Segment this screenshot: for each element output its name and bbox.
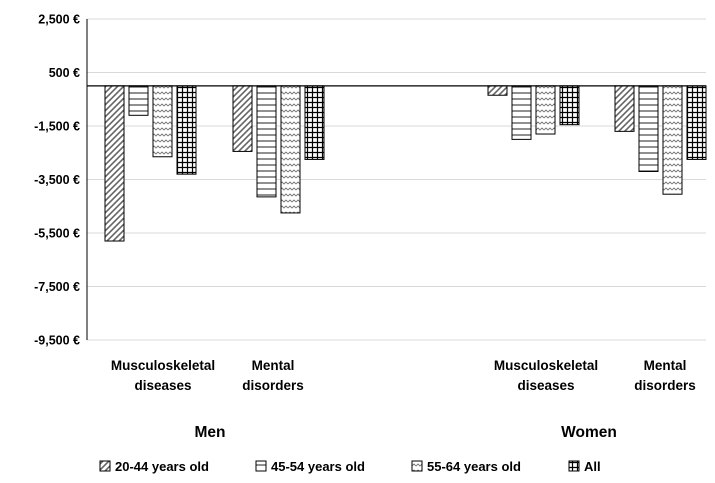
group-labels: Men Women [195,424,617,441]
category-label-line: Musculoskeletal [111,358,215,373]
category-label-line: diseases [134,378,191,393]
y-tick-label: 500 € [49,66,80,80]
y-tick-label: -7,500 € [34,280,80,294]
bar-men-mental-series-2 [256,85,277,198]
bar-women-mental-series-2 [638,85,659,172]
category-labels: Musculoskeletal diseases Mental disorders Mu… [111,358,696,393]
group-label-men: Men [195,424,226,441]
legend-swatch [568,460,580,472]
y-tick-label: -1,500 € [34,120,80,134]
bar-men-mental-series-1 [232,85,253,152]
bar-women-mental-series-4 [686,85,707,160]
bar-men-mental-series-4 [304,85,325,160]
group-label-women: Women [561,424,617,441]
bars [104,85,707,242]
category-label: Musculoskeletal diseases [111,358,215,393]
y-tick-label: -3,500 € [34,173,80,187]
category-label-line: diseases [517,378,574,393]
bar-men-musculoskeletal-series-4 [176,85,197,175]
bar-men-musculoskeletal-series-3 [152,85,173,158]
legend-label: 55-64 years old [427,459,521,474]
category-label-line: Mental [252,358,295,373]
bar-women-musculoskeletal-series-4 [559,85,580,126]
legend-label: 45-54 years old [271,459,365,474]
bar-women-musculoskeletal-series-2 [511,85,532,140]
category-label-line: Musculoskeletal [494,358,598,373]
bar-men-musculoskeletal-series-2 [128,85,149,116]
category-label-line: disorders [242,378,304,393]
legend-swatch [99,460,111,472]
gridlines [87,18,706,341]
bar-women-mental-series-3 [662,85,683,195]
y-tick-label: -9,500 € [34,334,80,348]
category-label: Mental disorders [634,358,696,393]
legend: 20-44 years old 45-54 years old 55-64 year… [99,459,601,474]
y-tick-label: 2,500 € [38,13,80,27]
legend-label: 20-44 years old [115,459,209,474]
bar-women-musculoskeletal-series-3 [535,85,556,135]
legend-swatch [411,460,423,472]
bar-women-mental-series-1 [614,85,635,132]
bar-men-musculoskeletal-series-1 [104,85,125,242]
y-tick-label: -5,500 € [34,227,80,241]
legend-swatch [255,460,267,472]
legend-label: All [584,459,601,474]
category-label: Musculoskeletal diseases [494,358,598,393]
bar-women-musculoskeletal-series-1 [487,85,508,96]
category-label-line: Mental [644,358,687,373]
category-label: Mental disorders [242,358,304,393]
bar-men-mental-series-3 [280,85,301,214]
category-label-line: disorders [634,378,696,393]
y-axis-tick-labels: 2,500 € 500 € -1,500 € -3,500 € -5,500 € -7,5… [34,13,80,348]
